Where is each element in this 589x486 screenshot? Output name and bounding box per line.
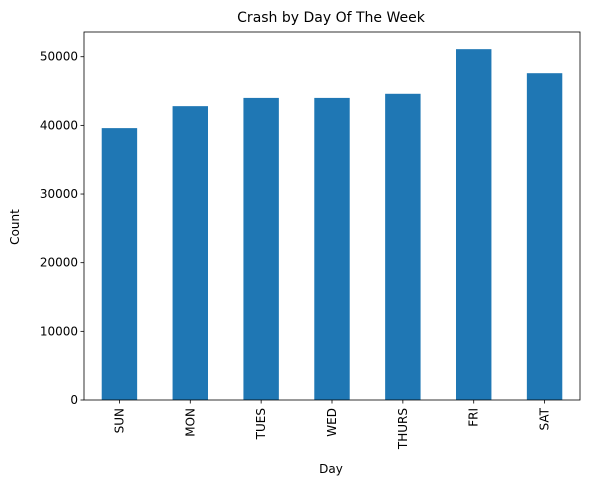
y-tick-label: 30000 [40, 187, 78, 201]
y-tick-label: 10000 [40, 324, 78, 338]
x-tick-label: WED [325, 408, 339, 437]
chart-title: Crash by Day Of The Week [237, 10, 426, 26]
bar-wed [314, 97, 350, 400]
x-tick-label: TUES [254, 408, 268, 440]
y-tick-label: 0 [70, 393, 78, 407]
x-tick-label: MON [183, 408, 197, 437]
bar-tues [243, 97, 279, 400]
x-tick-label: SAT [538, 407, 552, 430]
bar-fri [456, 49, 492, 400]
x-tick-label: FRI [467, 408, 481, 427]
y-tick-label: 20000 [40, 256, 78, 270]
bars-group [101, 49, 563, 401]
x-axis-label: Day [319, 462, 343, 476]
plot-frame [83, 31, 581, 401]
x-tick-label: SUN [112, 408, 126, 433]
x-tick-label: THURS [396, 408, 410, 450]
y-axis-label: Count [8, 209, 22, 245]
y-axis-ticks: 0 10000 20000 30000 40000 50000 [40, 50, 84, 407]
bar-thurs [385, 93, 421, 400]
bar-sun [101, 128, 138, 401]
y-tick-label: 50000 [40, 50, 78, 64]
bar-sat [526, 73, 563, 400]
x-axis-ticks: SUN MON TUES WED THURS FRI SAT [112, 400, 552, 450]
y-tick-label: 40000 [40, 118, 78, 132]
bar-mon [172, 106, 208, 400]
